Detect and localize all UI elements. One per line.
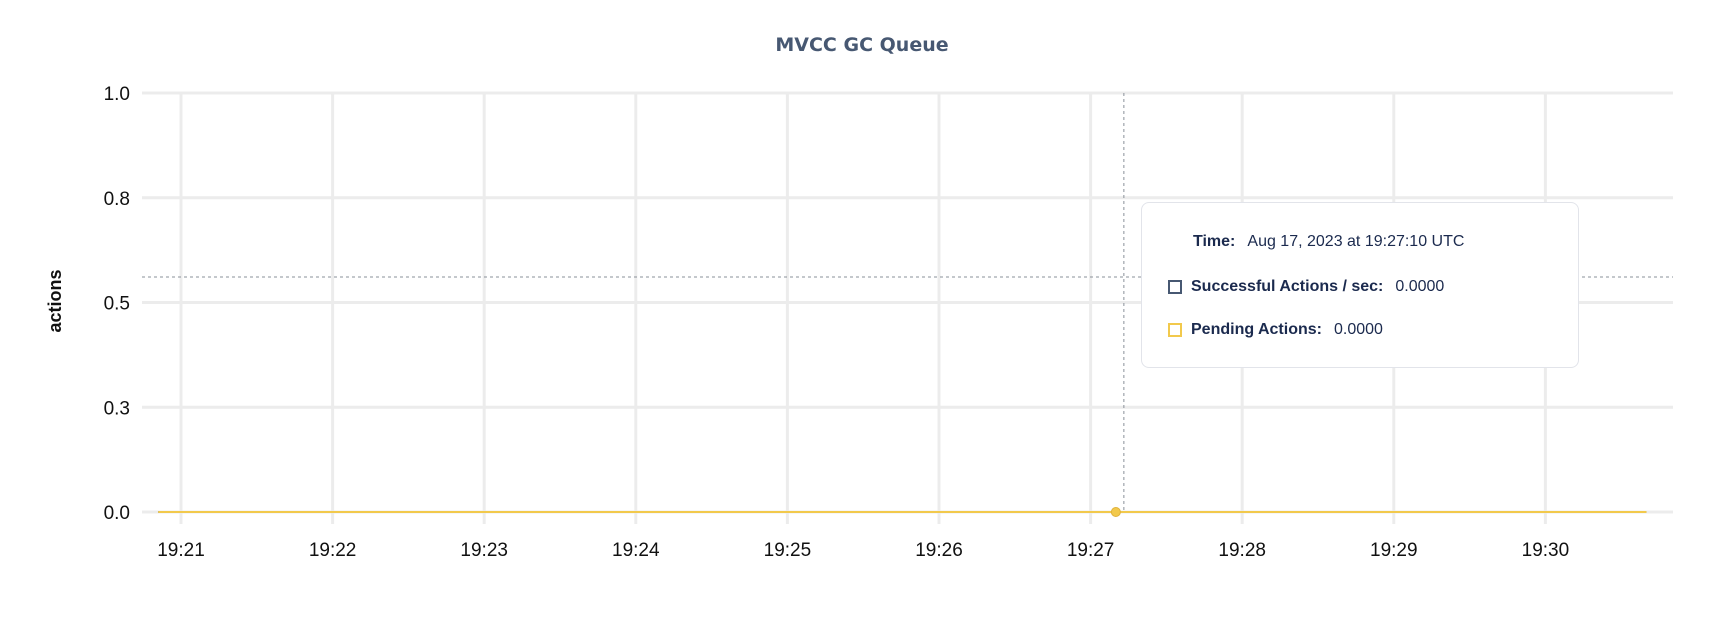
tooltip-time-label: Time: [1193, 233, 1236, 250]
x-tick-label: 19:26 [915, 540, 963, 561]
x-tick-label: 19:27 [1067, 540, 1115, 561]
x-tick-label: 19:21 [157, 540, 205, 561]
y-tick-label: 0.0 [104, 503, 130, 524]
x-tick-label: 19:29 [1370, 540, 1418, 561]
series-swatch-successful [1168, 280, 1182, 294]
hover-point [1110, 507, 1121, 517]
tooltip-successful-value: 0.0000 [1395, 278, 1445, 295]
x-tick-label: 19:24 [612, 540, 660, 561]
tooltip-time-value: Aug 17, 2023 at 19:27:10 UTC [1247, 233, 1465, 250]
x-tick-label: 19:30 [1522, 540, 1570, 561]
tooltip-successful-label: Successful Actions / sec: [1191, 278, 1384, 295]
chart-title: MVCC GC Queue [775, 34, 948, 56]
tooltip-pending-value: 0.0000 [1333, 321, 1383, 338]
y-axis-label: actions [45, 269, 65, 332]
tooltip: Time: Aug 17, 2023 at 19:27:10 UTC Succe… [1141, 202, 1579, 368]
x-tick-label: 19:22 [309, 540, 357, 561]
x-tick-label: 19:28 [1218, 540, 1266, 561]
y-tick-label: 0.8 [104, 189, 130, 210]
y-tick-label: 0.5 [104, 294, 130, 315]
series-swatch-pending [1168, 323, 1182, 337]
y-tick-label: 1.0 [104, 84, 130, 105]
tooltip-pending-label: Pending Actions: [1191, 321, 1322, 338]
x-tick-label: 19:23 [460, 540, 508, 561]
y-tick-label: 0.3 [104, 398, 130, 419]
x-tick-label: 19:25 [764, 540, 812, 561]
